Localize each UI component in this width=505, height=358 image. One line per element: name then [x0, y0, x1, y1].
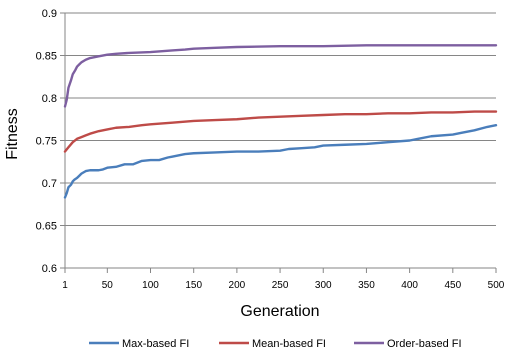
y-tick-label: 0.75: [36, 136, 57, 148]
x-tick-label: 1: [62, 280, 68, 291]
y-tick-label: 0.8: [42, 93, 57, 105]
x-tick-label: 300: [315, 280, 332, 291]
x-axis-title: Generation: [240, 303, 319, 320]
y-tick-label: 0.6: [42, 263, 57, 275]
x-tick-label: 200: [229, 280, 246, 291]
x-tick-label: 450: [444, 280, 461, 291]
y-tick-label: 0.7: [42, 178, 57, 190]
legend-label: Order-based FI: [387, 338, 462, 350]
gridlines: [65, 12, 496, 226]
series-line-2: [63, 110, 498, 153]
series-line-1: [63, 124, 498, 199]
x-tick-label: 150: [185, 280, 202, 291]
legend-label: Mean-based FI: [252, 338, 326, 350]
legend-label: Max-based FI: [122, 338, 189, 350]
x-tick-label: 250: [272, 280, 289, 291]
y-tick-label: 0.85: [36, 51, 57, 63]
x-tick-label: 350: [358, 280, 375, 291]
x-tick-label: 400: [401, 280, 418, 291]
series-line-3: [63, 44, 498, 108]
axes: [60, 12, 497, 273]
x-tick-label: 100: [142, 280, 159, 291]
series-lines: [63, 44, 498, 199]
y-tick-labels: 0.6 0.65 0.7 0.75 0.8 0.85 0.9: [36, 8, 57, 275]
x-tick-label: 500: [488, 280, 505, 291]
legend: Max-based FI Mean-based FI Order-based FI: [89, 338, 462, 350]
y-tick-label: 0.9: [42, 8, 57, 20]
y-tick-label: 0.65: [36, 221, 57, 233]
x-tick-label: 50: [102, 280, 114, 291]
x-tick-labels: 1 50 100 150 200 250 300 350 400 450 500: [62, 280, 505, 291]
y-axis-title: Fitness: [4, 108, 21, 160]
